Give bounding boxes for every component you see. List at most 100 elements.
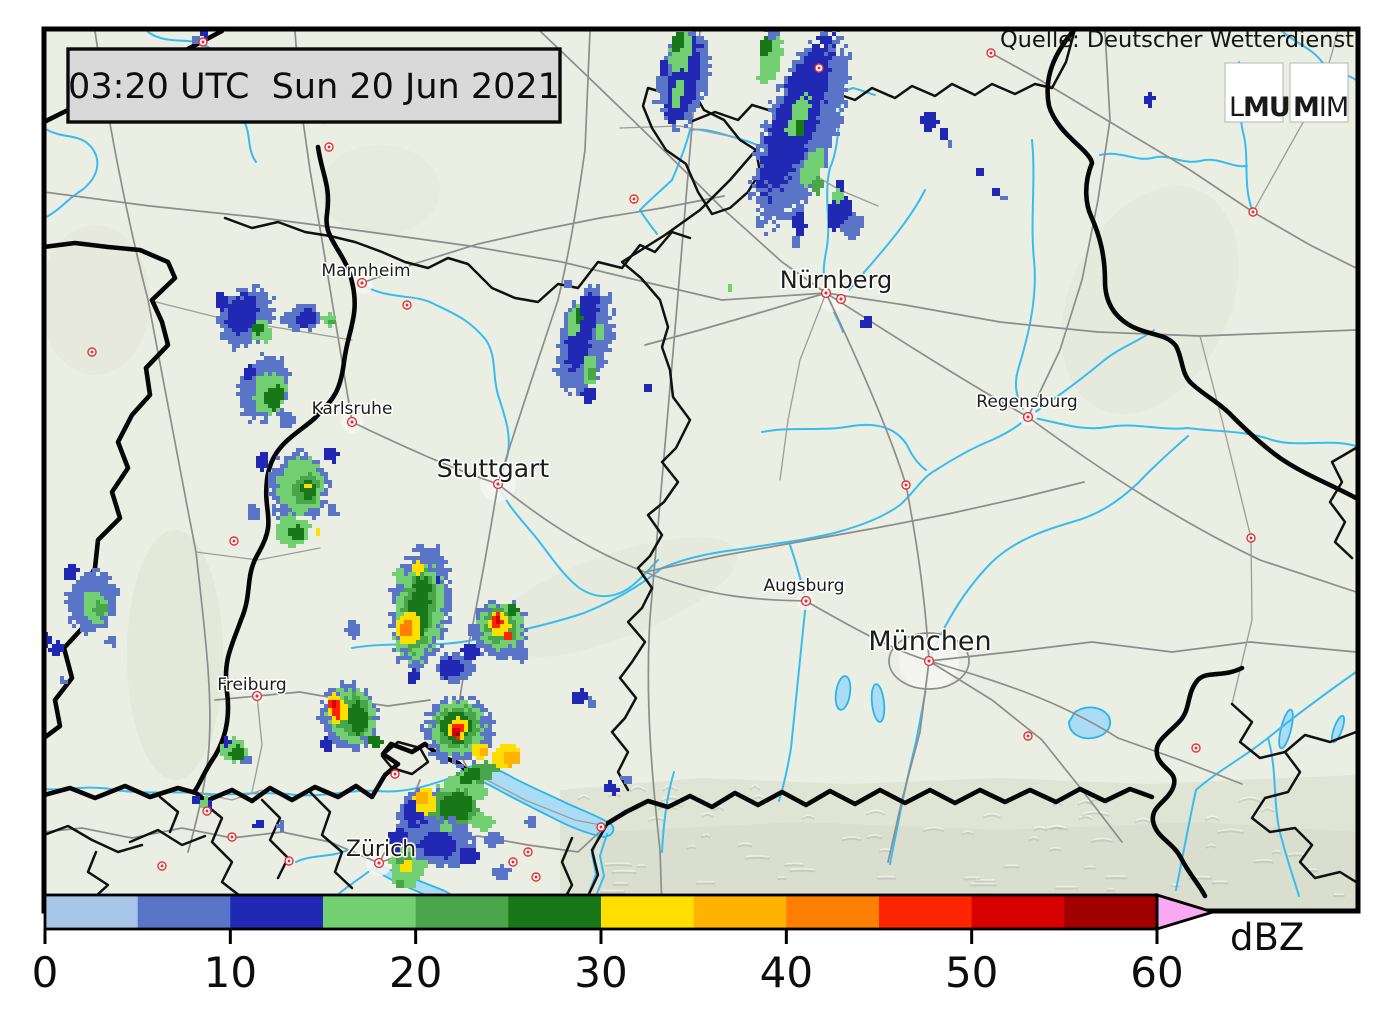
radar-cell bbox=[760, 64, 764, 68]
radar-cell bbox=[276, 412, 280, 416]
radar-cell bbox=[832, 92, 836, 96]
radar-cell bbox=[108, 588, 112, 592]
radar-cell bbox=[252, 408, 256, 412]
radar-cell bbox=[608, 296, 612, 300]
radar-cell bbox=[232, 328, 236, 332]
radar-cell bbox=[660, 92, 664, 96]
radar-cell bbox=[292, 312, 296, 316]
radar-cell bbox=[252, 304, 256, 308]
radar-cell bbox=[700, 72, 704, 76]
radar-cell bbox=[612, 308, 616, 312]
radar-cell bbox=[676, 44, 680, 48]
radar-cell bbox=[676, 100, 680, 104]
radar-cell bbox=[700, 52, 704, 56]
radar-cell bbox=[764, 48, 768, 52]
radar-cell bbox=[280, 472, 284, 476]
radar-cell bbox=[832, 228, 836, 232]
radar-cell bbox=[772, 204, 776, 208]
radar-cell bbox=[788, 180, 792, 184]
radar-cell bbox=[592, 388, 596, 392]
radar-cell bbox=[840, 76, 844, 80]
radar-cell bbox=[356, 632, 360, 636]
radar-cell bbox=[584, 340, 588, 344]
radar-cell bbox=[408, 600, 412, 604]
border-canton bbox=[260, 798, 290, 880]
radar-cell bbox=[248, 364, 252, 368]
radar-cell bbox=[392, 612, 396, 616]
radar-cell bbox=[260, 388, 264, 392]
radar-cell bbox=[796, 232, 800, 236]
radar-cell bbox=[848, 76, 852, 80]
radar-cell bbox=[264, 460, 268, 464]
radar-cell bbox=[840, 200, 844, 204]
radar-cell bbox=[308, 484, 312, 488]
radar-cell bbox=[792, 220, 796, 224]
radar-cell bbox=[836, 72, 840, 76]
radar-cell bbox=[400, 632, 404, 636]
road bbox=[214, 691, 431, 707]
radar-cell bbox=[72, 596, 76, 600]
radar-cell bbox=[820, 152, 824, 156]
radar-cell bbox=[276, 532, 280, 536]
radar-cell bbox=[348, 620, 352, 624]
radar-cell bbox=[764, 212, 768, 216]
radar-cell bbox=[420, 580, 424, 584]
radar-cell bbox=[46, 644, 48, 648]
radar-cell bbox=[440, 620, 444, 624]
radar-cell bbox=[824, 132, 828, 136]
radar-cell bbox=[780, 208, 784, 212]
radar-cell bbox=[296, 312, 300, 316]
radar-cell bbox=[252, 332, 256, 336]
radar-cell bbox=[448, 580, 452, 584]
radar-cell bbox=[88, 580, 92, 584]
radar-cell bbox=[796, 84, 800, 88]
radar-cell bbox=[432, 620, 436, 624]
radar-cell bbox=[408, 588, 412, 592]
river-naab bbox=[1014, 139, 1036, 418]
radar-cell bbox=[772, 140, 776, 144]
radar-cell bbox=[768, 168, 772, 172]
radar-cell bbox=[412, 564, 416, 568]
radar-cell bbox=[816, 72, 820, 76]
radar-cell bbox=[760, 40, 764, 44]
radar-cell bbox=[792, 108, 796, 112]
radar-cell bbox=[796, 156, 800, 160]
radar-cell bbox=[444, 600, 448, 604]
terrain-ridge-shade bbox=[1078, 816, 1093, 821]
radar-cell bbox=[260, 824, 264, 828]
radar-cell bbox=[776, 132, 780, 136]
radar-cell bbox=[868, 324, 872, 328]
radar-cell bbox=[476, 636, 480, 640]
radar-cell bbox=[680, 104, 684, 108]
radar-cell bbox=[280, 380, 284, 384]
radar-cell bbox=[816, 56, 820, 60]
radar-cell bbox=[332, 508, 336, 512]
radar-cell bbox=[812, 104, 816, 108]
radar-cell bbox=[756, 176, 760, 180]
radar-cell bbox=[448, 668, 452, 672]
radar-cell bbox=[296, 520, 300, 524]
radar-cell bbox=[688, 100, 692, 104]
radar-cell bbox=[804, 128, 808, 132]
radar-cell bbox=[316, 484, 320, 488]
radar-cell bbox=[572, 372, 576, 376]
radar-cell bbox=[756, 224, 760, 228]
radar-cell bbox=[672, 36, 676, 40]
road-a8 bbox=[351, 421, 1243, 785]
radar-cell bbox=[436, 572, 440, 576]
radar-cell bbox=[252, 372, 256, 376]
radar-cell bbox=[264, 308, 268, 312]
radar-cell bbox=[56, 640, 60, 644]
radar-cell bbox=[96, 620, 100, 624]
radar-cell bbox=[400, 636, 404, 640]
radar-cell bbox=[796, 160, 800, 164]
radar-cell bbox=[812, 136, 816, 140]
radar-cell bbox=[224, 296, 228, 300]
radar-cell bbox=[784, 216, 788, 220]
radar-cell bbox=[452, 676, 456, 680]
radar-cell bbox=[800, 204, 804, 208]
radar-cell bbox=[420, 564, 424, 568]
radar-cell bbox=[240, 312, 244, 316]
radar-cell bbox=[792, 224, 796, 228]
radar-cell bbox=[776, 124, 780, 128]
